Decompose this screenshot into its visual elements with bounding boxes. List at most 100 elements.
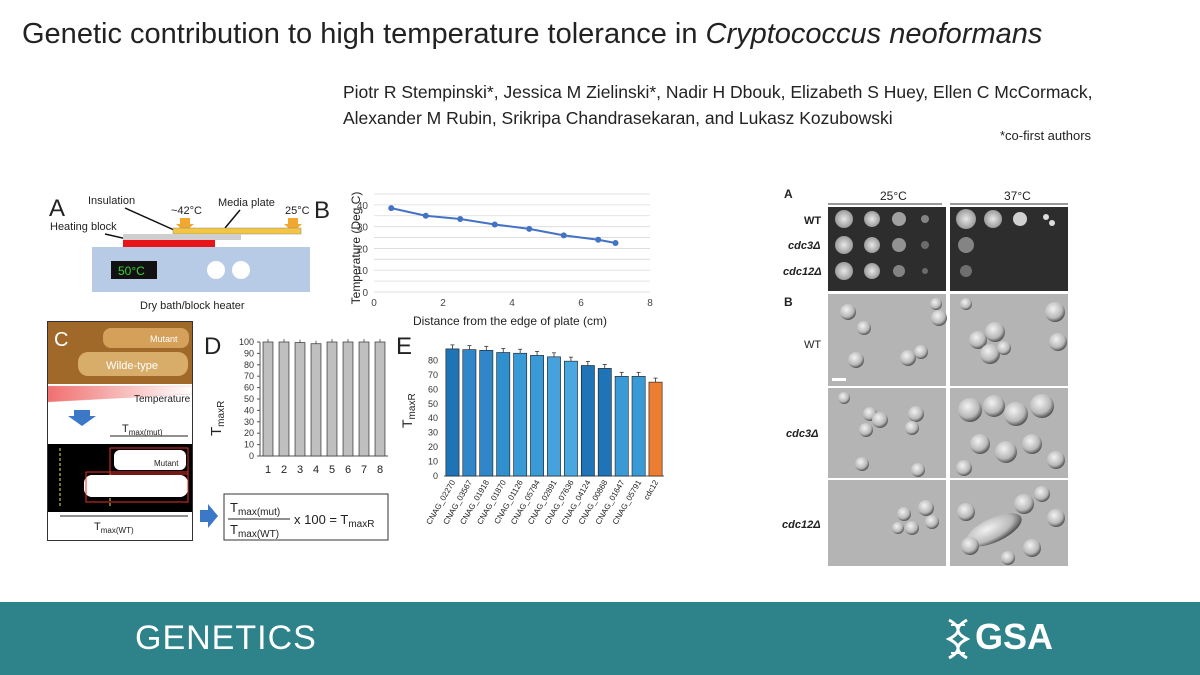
chart-e-ytick: 20 <box>428 442 438 452</box>
chart-e-bar <box>530 355 544 477</box>
chart-b-ytick: 10 <box>357 266 369 277</box>
chart-d-bar <box>326 341 338 457</box>
chart-d-xtick: 6 <box>345 464 351 476</box>
panel-f-letter-a: A <box>784 187 793 201</box>
tmaxr-formula: Tmax(mut) Tmax(WT) x 100 = TmaxR <box>200 493 389 541</box>
chart-e-bar <box>513 352 528 477</box>
chart-d-ytick: 20 <box>244 428 254 438</box>
cells-cdc3-37 <box>956 394 1065 476</box>
tmax-mut-label: Tmax(mut) <box>122 423 163 437</box>
panel-c: C Mutant Wilde-type Temperature Tmax(mut… <box>47 321 193 541</box>
heater-caption: Dry bath/block heater <box>140 300 245 312</box>
chart-d-ytick: 30 <box>244 417 254 427</box>
mutant-label-top: Mutant <box>150 334 178 344</box>
panel-c-letter: C <box>54 329 68 351</box>
chart-b-point <box>612 240 619 246</box>
chart-e-bar <box>631 376 646 477</box>
panel-e-bar-chart: E 01020304050607080CNAG_02270CNAG_03567C… <box>396 333 664 526</box>
chart-b-xtick: 0 <box>371 298 377 309</box>
chart-b-xtick: 4 <box>509 298 515 309</box>
wildtype-label-top: Wilde-type <box>106 360 158 372</box>
media-plate-label: Media plate <box>218 197 275 209</box>
chart-e-ytick: 40 <box>428 413 438 423</box>
temp-25-label: 25°C <box>880 189 907 203</box>
wildtype-box <box>85 471 189 503</box>
chart-b-point <box>457 216 464 223</box>
chart-b-ytick: 40 <box>357 201 369 212</box>
formula-result: x 100 = TmaxR <box>294 512 374 530</box>
authors-line-2: Alexander M Rubin, Srikripa Chandrasekar… <box>343 108 893 128</box>
panel-c-figure: C Mutant Wilde-type Temperature Tmax(mut… <box>47 322 193 535</box>
chart-b-ytick: 20 <box>357 244 369 255</box>
chart-d-ytick: 60 <box>244 383 254 393</box>
chart-e-ytick: 30 <box>428 428 438 438</box>
panel-a-diagram: A Insulation ~42°C Media plate 25°C Heat… <box>49 195 310 312</box>
chart-e-ytick: 60 <box>428 384 438 394</box>
cells-cdc12-25 <box>892 500 939 535</box>
chart-b-point <box>595 236 602 243</box>
chart-d-xtick: 4 <box>313 464 319 476</box>
chart-e-ytick: 0 <box>433 471 438 481</box>
heater-display-value: 50°C <box>118 264 145 278</box>
insulation-label: Insulation <box>88 195 135 207</box>
temp-37-label: 37°C <box>1004 189 1031 203</box>
authors: Piotr R Stempinski*, Jessica M Zielinski… <box>343 79 1093 131</box>
chart-d-xtick: 1 <box>265 464 271 476</box>
temp-cool-label: 25°C <box>285 205 310 217</box>
chart-d-ytick: 70 <box>244 371 254 381</box>
row-label-cdc3-b: cdc3Δ <box>786 428 818 440</box>
journal-name: GENETICS <box>135 619 317 657</box>
chart-e-ytick: 80 <box>428 355 438 365</box>
chart-e-bar <box>496 352 511 477</box>
chart-b-ytick: 0 <box>362 288 368 299</box>
chart-e-xtick: cdc12 <box>642 478 661 501</box>
title-main: Genetic contribution to high temperature… <box>22 18 706 50</box>
chart-e-ytick: 50 <box>428 399 438 409</box>
mutant-label-bottom: Mutant <box>154 459 179 468</box>
page-title: Genetic contribution to high temperature… <box>22 18 1042 51</box>
row-label-cdc3: cdc3Δ <box>788 240 820 252</box>
chart-b-point <box>491 221 498 228</box>
heater-display <box>111 261 157 279</box>
chart-b-xlabel: Distance from the edge of plate (cm) <box>413 314 607 328</box>
footer-banner: GENETICS GSA <box>0 602 1200 675</box>
chart-e-ytick: 10 <box>428 457 438 467</box>
row-label-cdc12-b: cdc12Δ <box>782 519 821 531</box>
spots-37 <box>956 209 1055 277</box>
chart-d-xtick: 8 <box>377 464 383 476</box>
heater-knob-1 <box>207 261 225 279</box>
chart-d-bar <box>294 342 306 457</box>
panel-b-letter: B <box>314 197 330 224</box>
chart-d-bar <box>374 341 386 457</box>
scale-bar <box>832 378 846 381</box>
panel-f-letter-b: B <box>784 295 793 309</box>
chart-e-bar <box>479 350 494 477</box>
chart-d-ytick: 50 <box>244 394 254 404</box>
panel-f-micrographs: A 25°C 37°C WT cdc3Δ cdc12Δ B WT cdc3Δ c… <box>782 187 1068 566</box>
tmax-wt-label: Tmax(WT) <box>94 521 134 535</box>
chart-e-ytick: 70 <box>428 370 438 380</box>
chart-d-bar <box>278 341 290 457</box>
chart-b-point <box>388 205 395 212</box>
chart-e-bar <box>547 356 561 477</box>
chart-d-xtick: 5 <box>329 464 335 476</box>
society-name: GSA <box>975 616 1054 657</box>
chart-e-bar <box>462 349 477 477</box>
chart-b-ylabel: Temperature (Deg C) <box>349 192 363 305</box>
chart-d-bar <box>358 341 370 457</box>
formula-box <box>223 493 389 541</box>
heating-block <box>123 240 215 247</box>
panel-a-letter: A <box>49 195 65 222</box>
chart-b-xtick: 6 <box>578 298 584 309</box>
insulation-layer <box>123 234 241 240</box>
chart-d-ytick: 90 <box>244 348 254 358</box>
gsa-dna-icon <box>945 618 971 660</box>
heating-block-label: Heating block <box>50 221 117 233</box>
title-species: Cryptococcus neoformans <box>705 18 1043 50</box>
mutant-box <box>109 447 189 475</box>
cool-arrow-icon <box>284 218 302 232</box>
mutant-binary-colony <box>114 450 186 470</box>
micrograph-cdc3-25 <box>828 388 946 478</box>
chart-d-ytick: 10 <box>244 440 254 450</box>
chart-d-ytick: 100 <box>239 337 254 347</box>
